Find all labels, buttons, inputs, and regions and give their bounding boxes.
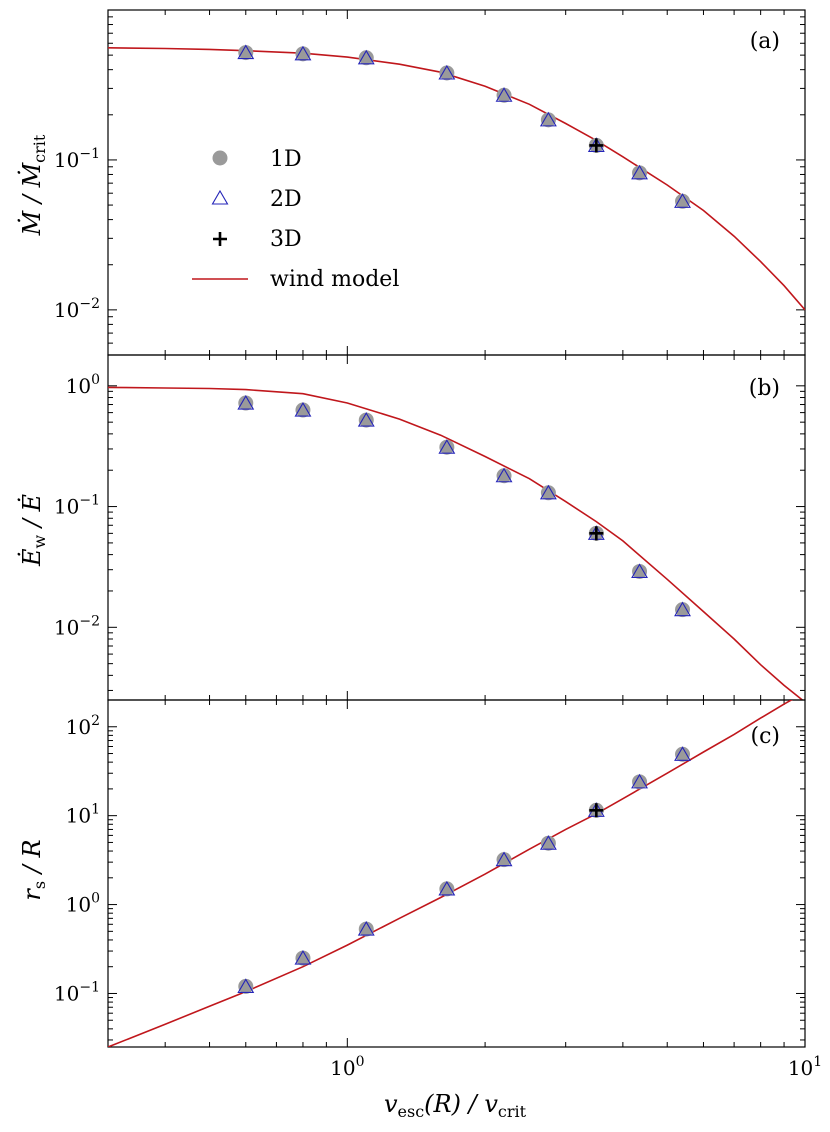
y-tick-label: 10−1 [54, 493, 100, 519]
point-1d [632, 774, 648, 790]
point-1d [358, 921, 374, 937]
panel-2: 100 10−1 10−2 [54, 354, 806, 701]
wind-model-line [108, 386, 804, 700]
point-1d [540, 112, 556, 128]
point-1d [675, 193, 691, 209]
point-2d [294, 949, 312, 965]
panel-3: 102 101 100 10−1 100 101 [54, 699, 822, 1080]
legend-marker-2d [211, 189, 229, 205]
x-axis-label: vesc(R) / vcrit [384, 1090, 527, 1121]
point-2d [674, 746, 691, 761]
legend-label-wind-model: wind model [270, 267, 399, 292]
point-1d [295, 46, 311, 62]
legend-marker-1d [212, 150, 228, 166]
point-2d [674, 601, 691, 617]
y-axis-label-a: Ṁ / Ṁcrit [17, 134, 49, 236]
point-2d [237, 44, 255, 60]
panel-1: 10−1 10−2 [54, 9, 806, 356]
point-3d [589, 526, 604, 541]
legend-label-1d: 1D [270, 147, 302, 172]
panel-tag-b: (b) [749, 376, 780, 401]
point-1d [439, 439, 455, 455]
point-1d [238, 978, 254, 994]
point-1d [540, 835, 556, 851]
point-3d [589, 138, 604, 153]
point-1d [439, 881, 455, 897]
point-2d [495, 851, 513, 867]
point-1d [675, 746, 691, 762]
y-axis-label-b: Ėw / Ė [17, 493, 49, 567]
point-1d [295, 950, 311, 966]
point-2d [357, 920, 375, 936]
plot-area-3 [108, 700, 793, 1047]
point-2d [438, 439, 456, 454]
point-2d [294, 45, 312, 61]
point-2d [539, 484, 557, 500]
point-2d [294, 401, 312, 417]
axes-frame-3 [107, 699, 806, 1048]
point-2d [357, 49, 375, 65]
plot-area-1 [108, 44, 805, 311]
point-2d [495, 467, 513, 483]
point-1d [496, 87, 512, 103]
axes-frame-2 [107, 354, 806, 701]
axes-frame-1 [107, 9, 806, 356]
panel-tag-c: (c) [751, 724, 781, 749]
legend: 1D 2D 3D wind model [192, 147, 399, 292]
point-1d [540, 485, 556, 501]
point-2d [631, 563, 648, 579]
point-2d [357, 412, 375, 427]
point-2d [539, 111, 557, 127]
point-2d [674, 193, 691, 208]
wind-model-line [108, 47, 805, 311]
point-1d [238, 45, 254, 61]
y-tick-label: 10−2 [54, 613, 100, 639]
point-1d [675, 602, 691, 618]
y-tick-label: 10−1 [54, 146, 100, 172]
point-2d [438, 64, 456, 80]
point-2d [237, 978, 255, 993]
y-tick-label: 100 [66, 372, 100, 398]
point-1d [358, 412, 374, 428]
y-axis-label-c: rs / R [18, 839, 49, 900]
y-tick-label: 101 [66, 802, 100, 828]
point-1d [238, 395, 254, 411]
legend-label-2d: 2D [270, 187, 302, 212]
point-1d [632, 165, 648, 181]
x-tick-label: 100 [330, 1054, 364, 1080]
x-tick-label: 101 [788, 1054, 822, 1080]
point-1d [295, 402, 311, 418]
point-2d [237, 394, 255, 410]
legend-label-3d: 3D [270, 227, 302, 252]
plot-area-2 [108, 386, 804, 700]
wind-model-line [108, 700, 793, 1047]
legend-marker-3d [213, 232, 227, 246]
point-1d [358, 50, 374, 66]
panel-tag-a: (a) [750, 29, 780, 54]
y-tick-label: 100 [66, 891, 100, 917]
point-2d [631, 164, 648, 180]
point-2d [438, 880, 456, 896]
point-2d [495, 87, 513, 102]
point-1d [632, 563, 648, 579]
point-2d [539, 835, 557, 850]
point-1d [496, 468, 512, 484]
point-1d [496, 852, 512, 868]
point-3d [589, 803, 604, 818]
point-1d [439, 65, 455, 81]
y-tick-label: 102 [66, 713, 100, 739]
y-tick-label: 10−1 [54, 979, 100, 1005]
y-tick-label: 10−2 [54, 296, 100, 322]
point-2d [631, 773, 648, 789]
